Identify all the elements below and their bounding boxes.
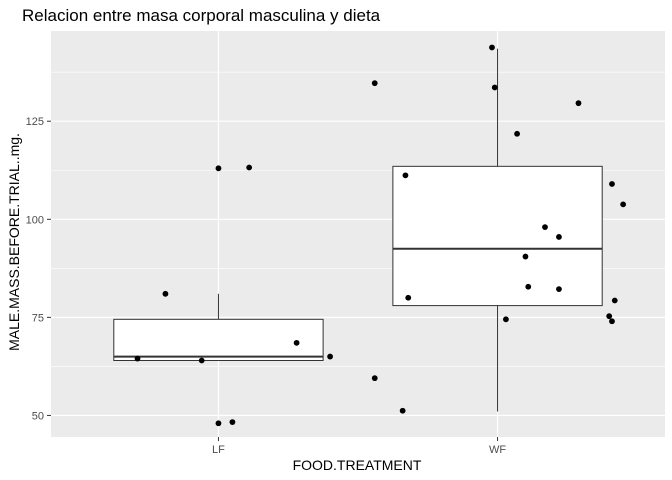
y-axis: 50 75 100 125 [26,116,51,422]
y-axis-title: MALE.MASS.BEFORE.TRIAL..mg. [6,133,22,351]
data-point [609,318,615,325]
points [134,44,627,427]
data-point [134,355,141,362]
data-point [606,313,613,320]
data-point [399,407,406,414]
box-wf [392,48,603,412]
x-tick-label: WF [489,444,506,456]
box-iqr [113,318,324,362]
data-point [503,316,509,323]
data-point [514,130,520,137]
chart-title: Relacion entre masa corporal masculina y… [22,6,381,25]
box-lf [113,293,324,362]
data-point [215,165,222,172]
x-axis: LF WF [212,437,506,456]
data-point [215,420,222,427]
data-point [198,357,205,364]
data-point [229,419,236,425]
box-iqr [392,165,603,307]
x-tick-label: LF [212,444,225,456]
data-point [327,353,333,360]
data-point [371,375,378,382]
data-point [556,286,562,293]
data-point [371,80,378,87]
data-point [405,294,412,301]
data-point [522,253,529,260]
y-tick-label: 125 [26,116,44,128]
data-point [293,339,300,346]
y-tick-label: 100 [26,214,44,226]
data-point [491,84,498,91]
data-point [246,164,253,171]
boxes [113,48,603,412]
data-point [525,283,532,290]
x-axis-title: FOOD.TREATMENT [293,457,422,473]
data-point [402,172,409,179]
data-point [556,234,562,240]
data-point [162,290,169,297]
data-point [611,297,618,304]
y-tick-label: 75 [32,312,44,324]
data-point [542,224,548,231]
data-point [489,44,495,51]
data-point [620,201,627,208]
data-point [575,100,582,107]
y-tick-label: 50 [32,410,44,422]
data-point [609,181,615,187]
